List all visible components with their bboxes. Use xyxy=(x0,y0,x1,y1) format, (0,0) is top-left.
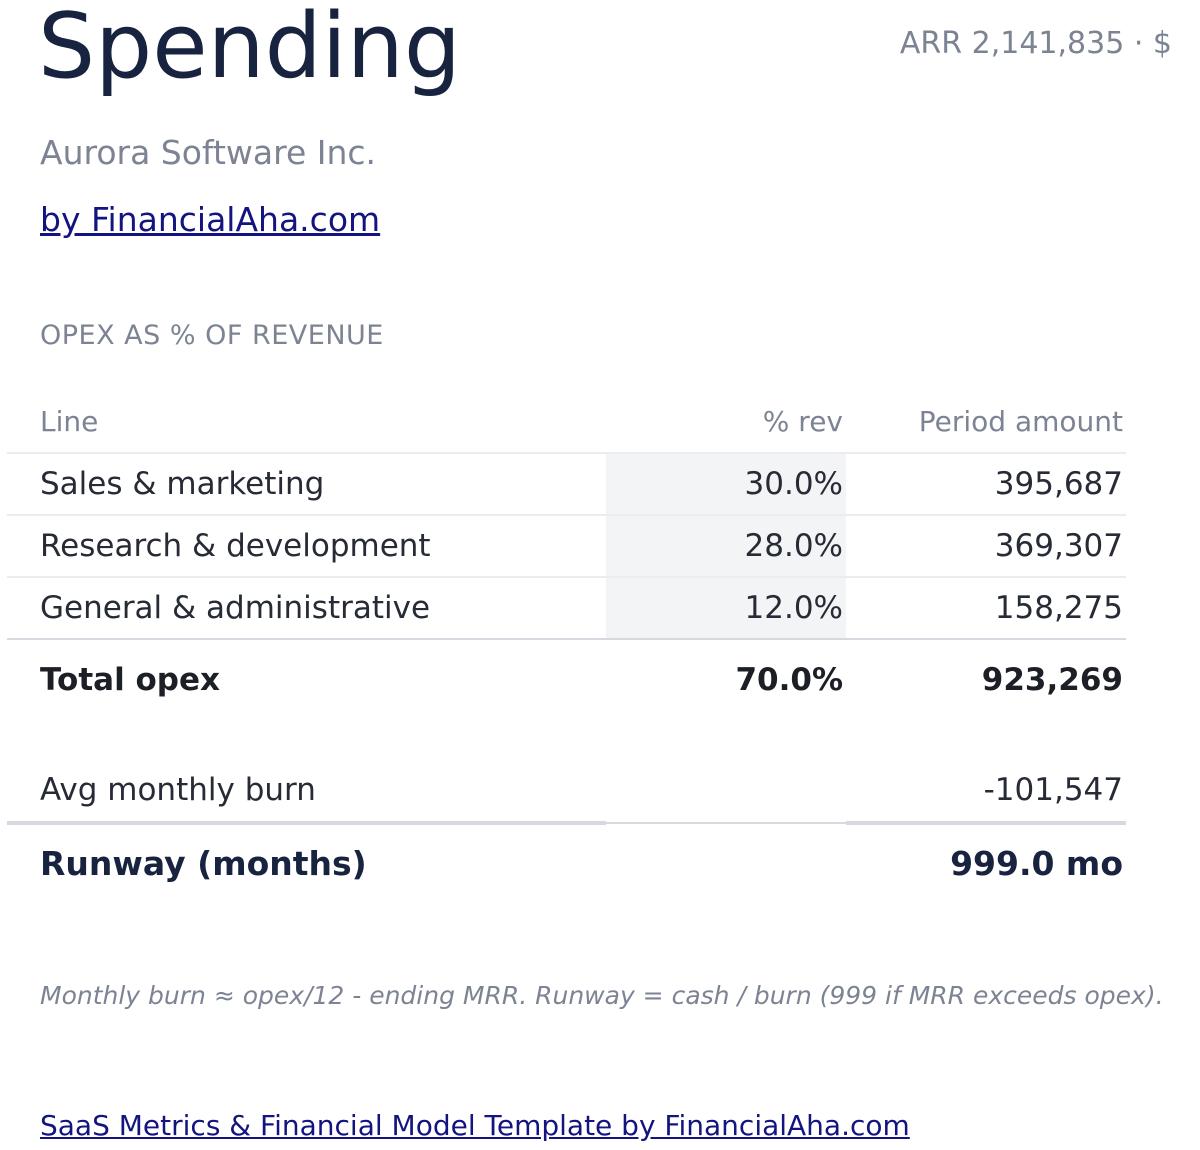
total-period-amount: 923,269 xyxy=(981,662,1123,698)
burn-pct-empty xyxy=(606,759,846,824)
opex-table: Line % rev Period amount Sales & marketi… xyxy=(7,391,1126,901)
row-period-amount: 395,687 xyxy=(846,453,1126,516)
row-pct-rev: 28.0% xyxy=(606,515,846,578)
total-label: Total opex xyxy=(40,662,220,698)
table-header-row: Line % rev Period amount xyxy=(7,391,1126,454)
company-name: Aurora Software Inc. xyxy=(40,133,377,172)
total-pct-rev: 70.0% xyxy=(735,662,843,698)
row-period-amount: 369,307 xyxy=(846,515,1126,578)
table-spacer xyxy=(7,720,1126,759)
burn-row: Avg monthly burn -101,547 xyxy=(7,759,1126,825)
burn-label: Avg monthly burn xyxy=(7,759,606,825)
section-title: OPEX AS % OF REVENUE xyxy=(40,320,384,351)
table-row: Sales & marketing 30.0% 395,687 xyxy=(7,453,1126,516)
total-opex-row: Total opex 70.0% 923,269 xyxy=(7,639,1126,720)
row-pct-rev: 12.0% xyxy=(606,577,846,640)
column-header-pct-rev: % rev xyxy=(606,391,846,454)
runway-value: 999.0 mo xyxy=(950,843,1123,883)
row-label: Research & development xyxy=(7,515,606,578)
row-label: General & administrative xyxy=(7,577,606,640)
page-title: Spending xyxy=(38,0,461,99)
burn-amount: -101,547 xyxy=(846,759,1126,825)
row-label: Sales & marketing xyxy=(7,453,606,516)
footnote: Monthly burn ≈ opex/12 - ending MRR. Run… xyxy=(40,981,1164,1010)
footer-template-link[interactable]: SaaS Metrics & Financial Model Template … xyxy=(40,1109,910,1142)
table-row: Research & development 28.0% 369,307 xyxy=(7,515,1126,578)
arr-badge: ARR 2,141,835 · $ xyxy=(899,26,1172,61)
table-row: General & administrative 12.0% 158,275 xyxy=(7,577,1126,640)
row-pct-rev: 30.0% xyxy=(606,453,846,516)
column-header-period-amount: Period amount xyxy=(846,391,1126,454)
column-header-line: Line xyxy=(7,391,606,454)
runway-pct-empty xyxy=(606,823,846,901)
byline-link[interactable]: by FinancialAha.com xyxy=(40,200,381,239)
runway-row: Runway (months) 999.0 mo xyxy=(7,823,1126,901)
row-period-amount: 158,275 xyxy=(846,577,1126,640)
runway-label: Runway (months) xyxy=(40,843,367,883)
